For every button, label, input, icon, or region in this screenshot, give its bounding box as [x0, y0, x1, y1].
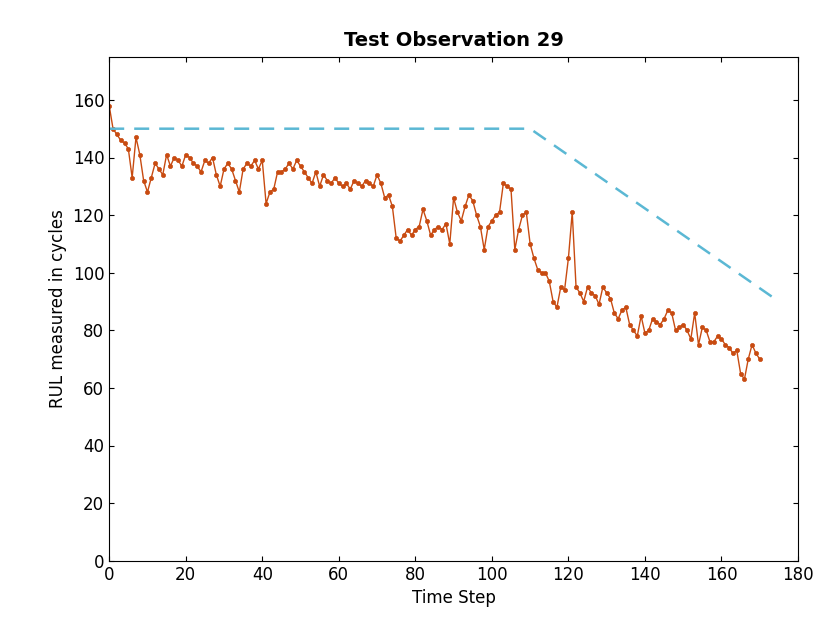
X-axis label: Time Step: Time Step: [412, 589, 496, 607]
Title: Test Observation 29: Test Observation 29: [344, 31, 564, 50]
Y-axis label: RUL measured in cycles: RUL measured in cycles: [49, 209, 67, 408]
